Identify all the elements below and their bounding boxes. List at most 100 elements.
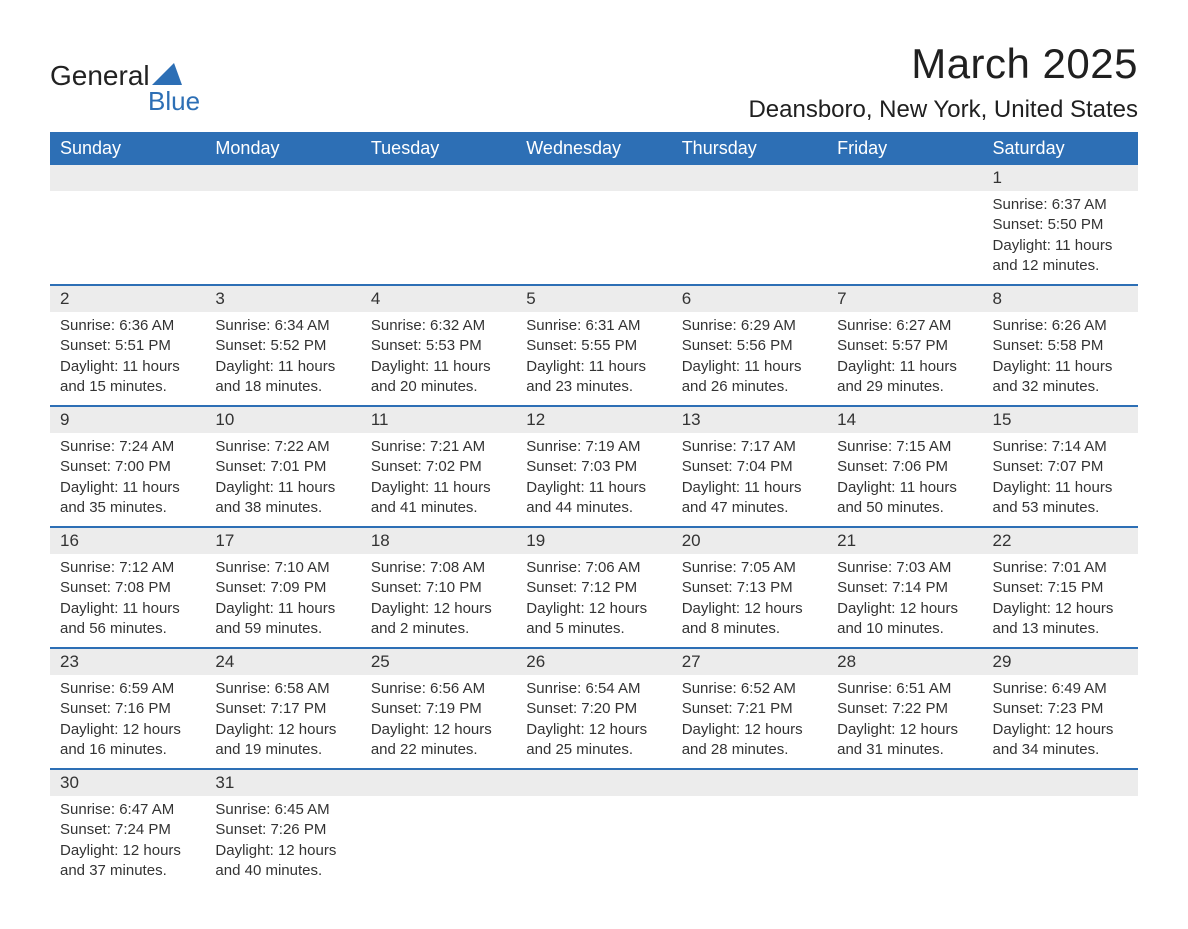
daylight-line: Daylight: 12 hours and 8 minutes. (682, 599, 817, 640)
day-detail-cell: Sunrise: 6:31 AMSunset: 5:55 PMDaylight:… (516, 312, 671, 406)
day-detail-cell: Sunrise: 7:12 AMSunset: 7:08 PMDaylight:… (50, 554, 205, 648)
sunrise-line: Sunrise: 7:21 AM (371, 437, 506, 457)
day-number-cell: 8 (983, 285, 1138, 312)
sunset-line: Sunset: 5:53 PM (371, 336, 506, 356)
week-daynum-row: 23242526272829 (50, 648, 1138, 675)
day-header-cell: Wednesday (516, 132, 671, 165)
sunrise-line: Sunrise: 6:26 AM (993, 316, 1128, 336)
day-number-cell: 31 (205, 769, 360, 796)
daylight-line: Daylight: 11 hours and 59 minutes. (215, 599, 350, 640)
day-detail-cell: Sunrise: 7:19 AMSunset: 7:03 PMDaylight:… (516, 433, 671, 527)
sunset-line: Sunset: 5:51 PM (60, 336, 195, 356)
sunset-line: Sunset: 7:15 PM (993, 578, 1128, 598)
daylight-line: Daylight: 11 hours and 44 minutes. (526, 478, 661, 519)
month-title: March 2025 (748, 40, 1138, 88)
day-number-cell (516, 769, 671, 796)
day-detail-cell (361, 191, 516, 285)
week-detail-row: Sunrise: 7:24 AMSunset: 7:00 PMDaylight:… (50, 433, 1138, 527)
day-number-cell: 19 (516, 527, 671, 554)
day-number-cell: 18 (361, 527, 516, 554)
daylight-line: Daylight: 11 hours and 56 minutes. (60, 599, 195, 640)
sunrise-line: Sunrise: 6:31 AM (526, 316, 661, 336)
day-detail-cell: Sunrise: 7:24 AMSunset: 7:00 PMDaylight:… (50, 433, 205, 527)
sunrise-line: Sunrise: 7:12 AM (60, 558, 195, 578)
daylight-line: Daylight: 12 hours and 37 minutes. (60, 841, 195, 882)
sunrise-line: Sunrise: 7:15 AM (837, 437, 972, 457)
daylight-line: Daylight: 12 hours and 40 minutes. (215, 841, 350, 882)
day-detail-cell (50, 191, 205, 285)
week-detail-row: Sunrise: 6:59 AMSunset: 7:16 PM Daylight:… (50, 675, 1138, 769)
sunrise-line: Sunrise: 6:58 AM (215, 679, 350, 699)
day-detail-cell: Sunrise: 6:58 AMSunset: 7:17 PMDaylight:… (205, 675, 360, 769)
day-header-cell: Friday (827, 132, 982, 165)
brand-logo: General Blue (50, 60, 200, 117)
week-detail-row: Sunrise: 6:47 AMSunset: 7:24 PMDaylight:… (50, 796, 1138, 889)
daylight-line: Daylight: 12 hours and 22 minutes. (371, 720, 506, 761)
daylight-line: Daylight: 11 hours and 18 minutes. (215, 357, 350, 398)
sunrise-line: Sunrise: 6:36 AM (60, 316, 195, 336)
week-daynum-row: 16171819202122 (50, 527, 1138, 554)
daylight-line: Daylight: 11 hours and 38 minutes. (215, 478, 350, 519)
sunset-line: Sunset: 7:23 PM (993, 699, 1128, 719)
sunset-line: Sunset: 7:24 PM (60, 820, 195, 840)
day-detail-cell: Sunrise: 7:01 AMSunset: 7:15 PMDaylight:… (983, 554, 1138, 648)
week-daynum-row: 2345678 (50, 285, 1138, 312)
sunrise-line: Sunrise: 6:47 AM (60, 800, 195, 820)
day-number-cell: 15 (983, 406, 1138, 433)
day-number-cell: 3 (205, 285, 360, 312)
day-number-cell: 30 (50, 769, 205, 796)
sunrise-line: Sunrise: 6:37 AM (993, 195, 1128, 215)
day-detail-cell (983, 796, 1138, 889)
day-detail-cell (827, 796, 982, 889)
day-detail-cell: Sunrise: 6:27 AMSunset: 5:57 PMDaylight:… (827, 312, 982, 406)
calendar-table: SundayMondayTuesdayWednesdayThursdayFrid… (50, 132, 1138, 889)
sunrise-line: Sunrise: 6:59 AM (60, 679, 195, 699)
sunrise-line: Sunrise: 7:05 AM (682, 558, 817, 578)
day-detail-cell (205, 191, 360, 285)
sunset-line: Sunset: 7:19 PM (371, 699, 506, 719)
day-number-cell: 24 (205, 648, 360, 675)
daylight-line: Daylight: 12 hours and 34 minutes. (993, 720, 1128, 761)
day-number-cell: 4 (361, 285, 516, 312)
sunrise-line: Sunrise: 6:29 AM (682, 316, 817, 336)
sunset-line: Sunset: 5:50 PM (993, 215, 1128, 235)
day-number-cell: 23 (50, 648, 205, 675)
day-detail-cell: Sunrise: 7:15 AMSunset: 7:06 PMDaylight:… (827, 433, 982, 527)
day-detail-cell: Sunrise: 7:06 AMSunset: 7:12 PMDaylight:… (516, 554, 671, 648)
day-number-cell (361, 165, 516, 191)
day-number-cell: 29 (983, 648, 1138, 675)
sunset-line: Sunset: 7:14 PM (837, 578, 972, 598)
day-number-cell: 22 (983, 527, 1138, 554)
daylight-line: Daylight: 12 hours and 13 minutes. (993, 599, 1128, 640)
day-number-cell (205, 165, 360, 191)
day-detail-cell: Sunrise: 6:26 AMSunset: 5:58 PMDaylight:… (983, 312, 1138, 406)
sunrise-line: Sunrise: 6:27 AM (837, 316, 972, 336)
day-number-cell: 10 (205, 406, 360, 433)
sunset-line: Sunset: 7:16 PM (60, 699, 195, 719)
day-number-cell: 17 (205, 527, 360, 554)
sunset-line: Sunset: 7:12 PM (526, 578, 661, 598)
day-header-cell: Monday (205, 132, 360, 165)
day-header-cell: Saturday (983, 132, 1138, 165)
day-detail-cell: Sunrise: 6:56 AMSunset: 7:19 PMDaylight:… (361, 675, 516, 769)
sunset-line: Sunset: 7:20 PM (526, 699, 661, 719)
week-daynum-row: 9101112131415 (50, 406, 1138, 433)
day-header-cell: Sunday (50, 132, 205, 165)
day-number-cell: 9 (50, 406, 205, 433)
day-number-cell: 13 (672, 406, 827, 433)
daylight-line: Daylight: 12 hours and 5 minutes. (526, 599, 661, 640)
sunrise-line: Sunrise: 7:01 AM (993, 558, 1128, 578)
sunset-line: Sunset: 7:01 PM (215, 457, 350, 477)
day-detail-cell: Sunrise: 7:05 AMSunset: 7:13 PMDaylight:… (672, 554, 827, 648)
title-block: March 2025 Deansboro, New York, United S… (748, 40, 1138, 124)
daylight-line: Daylight: 12 hours and 10 minutes. (837, 599, 972, 640)
day-detail-cell: Sunrise: 7:17 AMSunset: 7:04 PMDaylight:… (672, 433, 827, 527)
sunset-line: Sunset: 7:07 PM (993, 457, 1128, 477)
week-daynum-row: 1 (50, 165, 1138, 191)
day-detail-cell: Sunrise: 7:03 AMSunset: 7:14 PMDaylight:… (827, 554, 982, 648)
day-header-cell: Tuesday (361, 132, 516, 165)
daylight-line: Daylight: 11 hours and 32 minutes. (993, 357, 1128, 398)
daylight-line: Daylight: 11 hours and 50 minutes. (837, 478, 972, 519)
day-number-cell: 28 (827, 648, 982, 675)
day-number-cell: 12 (516, 406, 671, 433)
